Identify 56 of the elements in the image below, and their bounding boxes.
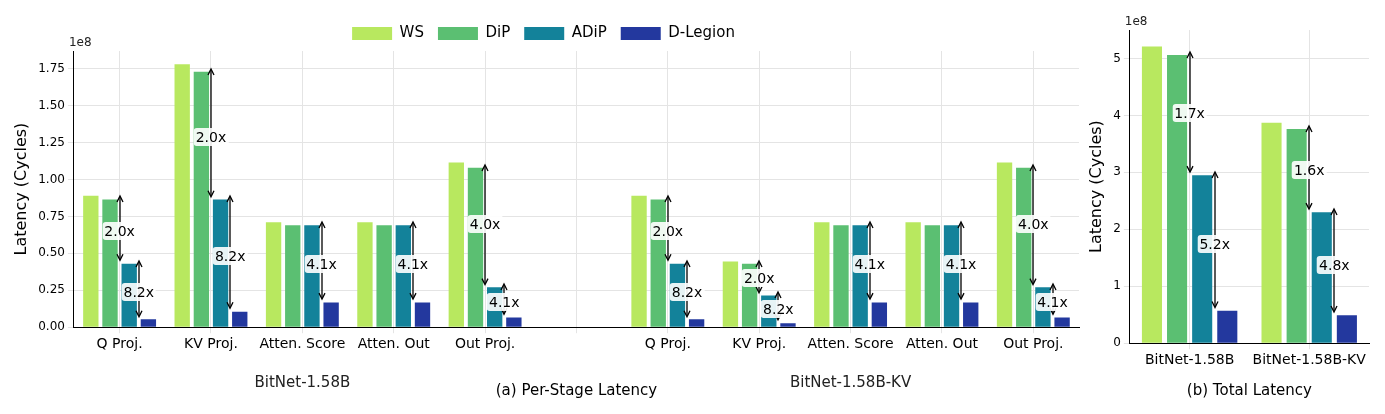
annotation: 8.2x	[669, 282, 705, 301]
text: 1e8	[1124, 14, 1148, 29]
annotation: 4.0x	[1016, 214, 1051, 233]
x-tick-label: Q Proj.	[644, 335, 691, 352]
annotation: 2.0x	[193, 127, 229, 146]
annotation: 2.0x	[741, 269, 777, 288]
y-tick-label: 3	[1113, 164, 1121, 179]
annotation: 8.2x	[212, 247, 248, 266]
x-tick-label: Atten. Score	[259, 335, 346, 352]
y-tick-label: 0.00	[38, 319, 65, 334]
x-tick-label: Atten. Out	[357, 335, 431, 352]
annotation: 8.2x	[761, 300, 796, 319]
annotation: 4.1x	[395, 254, 431, 273]
y-axis-title: Latency (Cycles)	[10, 122, 30, 256]
annotation: 2.0x	[102, 222, 137, 241]
text: BitNet-1.58B	[254, 373, 351, 392]
annotation: 1.7x	[1172, 104, 1207, 123]
x-axis-title: (b) Total Latency	[1186, 380, 1313, 399]
annotation: 4.8x	[1317, 255, 1352, 274]
y-tick-label: 1.50	[38, 97, 65, 112]
legend-label: D-Legion	[668, 23, 735, 42]
legend-label: WS	[399, 23, 424, 42]
x-tick-label: KV Proj.	[184, 335, 238, 352]
annotation: 4.1x	[943, 254, 979, 273]
y-tick-label: 0.50	[38, 245, 65, 260]
annotation: 4.0x	[467, 214, 503, 233]
x-tick-label: Q Proj.	[96, 335, 143, 352]
y-tick-label: 0.75	[38, 208, 65, 223]
x-tick-label: Out Proj.	[454, 335, 516, 352]
y-tick-label: 0	[1113, 335, 1121, 350]
annotation: 4.1x	[1035, 293, 1070, 312]
annotation: 4.1x	[486, 293, 522, 312]
y-tick-label: 1	[1113, 278, 1121, 293]
annotation: 4.1x	[304, 254, 339, 273]
y-tick-label: 1.00	[38, 171, 65, 186]
y-tick-label: 2	[1113, 221, 1121, 236]
legend-label: DiP	[485, 23, 511, 42]
y-tick-label: 1.75	[38, 60, 65, 75]
annotation: 2.0x	[650, 222, 686, 241]
annotation: 8.2x	[121, 282, 157, 301]
y-tick-label: 0.25	[38, 282, 65, 297]
x-tick-label: Out Proj.	[1003, 335, 1064, 352]
x-tick-label: Atten. Score	[807, 335, 894, 352]
annotation: 4.1x	[852, 254, 888, 273]
annotation: 5.2x	[1197, 235, 1233, 254]
x-tick-label: Atten. Out	[905, 335, 979, 352]
annotation: 1.6x	[1291, 160, 1327, 179]
x-axis-title: (a) Per-Stage Latency	[495, 380, 658, 399]
text: 1e8	[68, 35, 92, 50]
y-axis-title: Latency (Cycles)	[1085, 120, 1105, 254]
legend-label: ADiP	[571, 23, 607, 42]
y-tick-label: 5	[1113, 50, 1121, 65]
x-tick-label: KV Proj.	[732, 335, 787, 352]
text: BitNet-1.58B-KV	[789, 373, 912, 392]
y-tick-label: 1.25	[38, 134, 65, 149]
y-tick-label: 4	[1113, 107, 1121, 122]
